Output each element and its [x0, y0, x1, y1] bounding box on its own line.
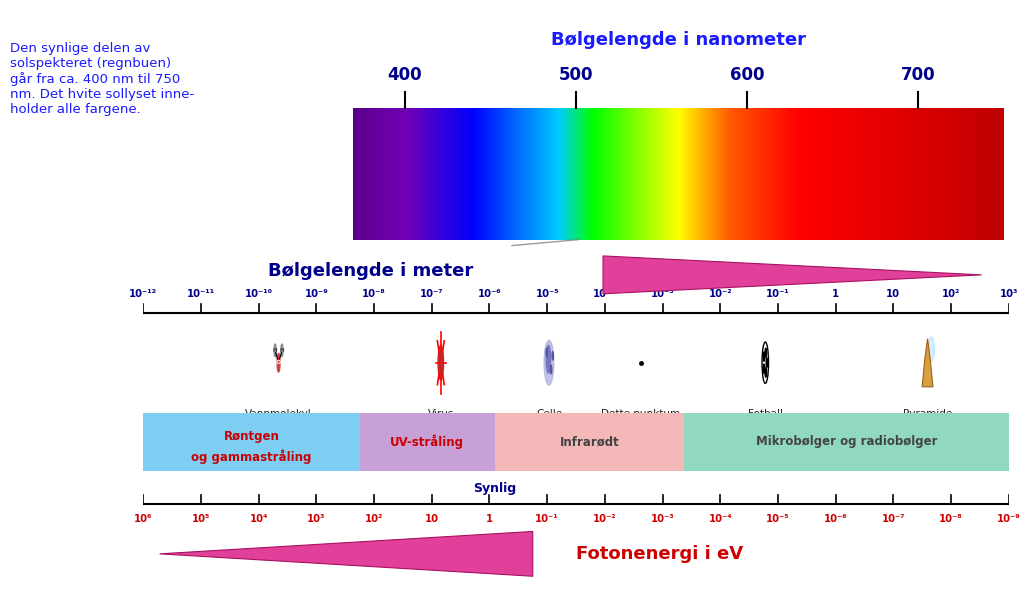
Text: Fotball: Fotball — [748, 409, 782, 419]
Text: Infrarødt: Infrarødt — [560, 435, 620, 449]
Text: UV-stråling: UV-stråling — [390, 435, 464, 449]
Circle shape — [766, 358, 768, 367]
Text: Pyramide: Pyramide — [903, 409, 952, 419]
Text: 10⁴: 10⁴ — [250, 514, 268, 524]
Text: 10⁻¹⁰: 10⁻¹⁰ — [245, 289, 272, 299]
Bar — [359, 413, 495, 471]
Text: 10⁻¹¹: 10⁻¹¹ — [187, 289, 215, 299]
Circle shape — [552, 352, 553, 360]
Text: 10³: 10³ — [307, 514, 326, 524]
Text: 10⁵: 10⁵ — [191, 514, 210, 524]
Polygon shape — [160, 531, 532, 576]
Text: 10⁻²: 10⁻² — [593, 514, 616, 524]
Circle shape — [546, 346, 551, 373]
Text: Den synlige delen av
solspekteret (regnbuen)
går fra ca. 400 nm til 750
nm. Det : Den synlige delen av solspekteret (regnb… — [10, 42, 195, 116]
Text: 1: 1 — [486, 514, 493, 524]
Polygon shape — [603, 256, 982, 294]
Text: 10⁻⁷: 10⁻⁷ — [882, 514, 905, 524]
Text: 600: 600 — [729, 66, 764, 84]
Text: 10⁻⁵: 10⁻⁵ — [766, 514, 790, 524]
Text: Mikrobølger og radiobølger: Mikrobølger og radiobølger — [756, 435, 937, 449]
Text: Røntgen: Røntgen — [223, 429, 280, 443]
Text: 700: 700 — [901, 66, 935, 84]
Text: 10: 10 — [425, 514, 439, 524]
Text: Dette punktum: Dette punktum — [601, 409, 681, 419]
Text: Bølgelengde i nanometer: Bølgelengde i nanometer — [551, 31, 806, 49]
Text: 1: 1 — [833, 289, 839, 299]
Text: 10⁻⁷: 10⁻⁷ — [420, 289, 443, 299]
Text: 10⁻¹: 10⁻¹ — [536, 514, 559, 524]
Text: 10⁻¹²: 10⁻¹² — [129, 289, 158, 299]
Circle shape — [551, 365, 552, 374]
Circle shape — [274, 344, 276, 356]
Circle shape — [765, 349, 767, 358]
Text: Virus: Virus — [428, 409, 454, 419]
Ellipse shape — [928, 337, 935, 361]
Text: 400: 400 — [387, 66, 422, 84]
Bar — [684, 413, 1009, 471]
Text: Synlig: Synlig — [473, 482, 516, 495]
Circle shape — [438, 346, 443, 380]
Ellipse shape — [544, 340, 554, 385]
Circle shape — [546, 348, 548, 356]
Text: 10: 10 — [886, 289, 900, 299]
Text: 10⁻⁸: 10⁻⁸ — [939, 514, 963, 524]
Text: 10⁻⁹: 10⁻⁹ — [996, 514, 1021, 524]
Polygon shape — [922, 338, 933, 387]
Circle shape — [763, 352, 765, 361]
Circle shape — [765, 368, 767, 377]
Text: 10³: 10³ — [999, 289, 1018, 299]
Text: Bølgelengde i meter: Bølgelengde i meter — [268, 262, 473, 280]
Circle shape — [281, 344, 283, 356]
Text: 10⁻⁶: 10⁻⁶ — [477, 289, 502, 299]
Text: 10⁻⁵: 10⁻⁵ — [536, 289, 559, 299]
Bar — [143, 413, 359, 471]
Text: Vannmolekyl: Vannmolekyl — [245, 409, 312, 419]
Text: H: H — [280, 348, 285, 353]
Text: 10⁶: 10⁶ — [134, 514, 153, 524]
Text: og gammastråling: og gammastråling — [191, 449, 311, 464]
Text: H: H — [272, 348, 278, 353]
Text: 500: 500 — [558, 66, 593, 84]
Text: Fotonenergi i eV: Fotonenergi i eV — [575, 545, 743, 563]
Text: 10⁻²: 10⁻² — [709, 289, 732, 299]
Text: 10⁻⁴: 10⁻⁴ — [709, 514, 732, 524]
Text: 10⁻¹: 10⁻¹ — [766, 289, 790, 299]
Text: 10⁻⁸: 10⁻⁸ — [362, 289, 386, 299]
Text: 10²: 10² — [365, 514, 383, 524]
Text: 10⁻³: 10⁻³ — [650, 289, 675, 299]
Text: 10⁻⁹: 10⁻⁹ — [304, 289, 329, 299]
Text: 10⁻³: 10⁻³ — [650, 514, 675, 524]
Bar — [495, 413, 684, 471]
Text: 10²: 10² — [942, 289, 961, 299]
Text: 10⁻⁴: 10⁻⁴ — [593, 289, 616, 299]
Circle shape — [763, 364, 765, 373]
Text: 10⁻⁶: 10⁻⁶ — [823, 514, 848, 524]
Text: O: O — [275, 360, 282, 365]
Text: Celle: Celle — [536, 409, 562, 419]
Circle shape — [278, 353, 280, 372]
Circle shape — [762, 342, 769, 383]
